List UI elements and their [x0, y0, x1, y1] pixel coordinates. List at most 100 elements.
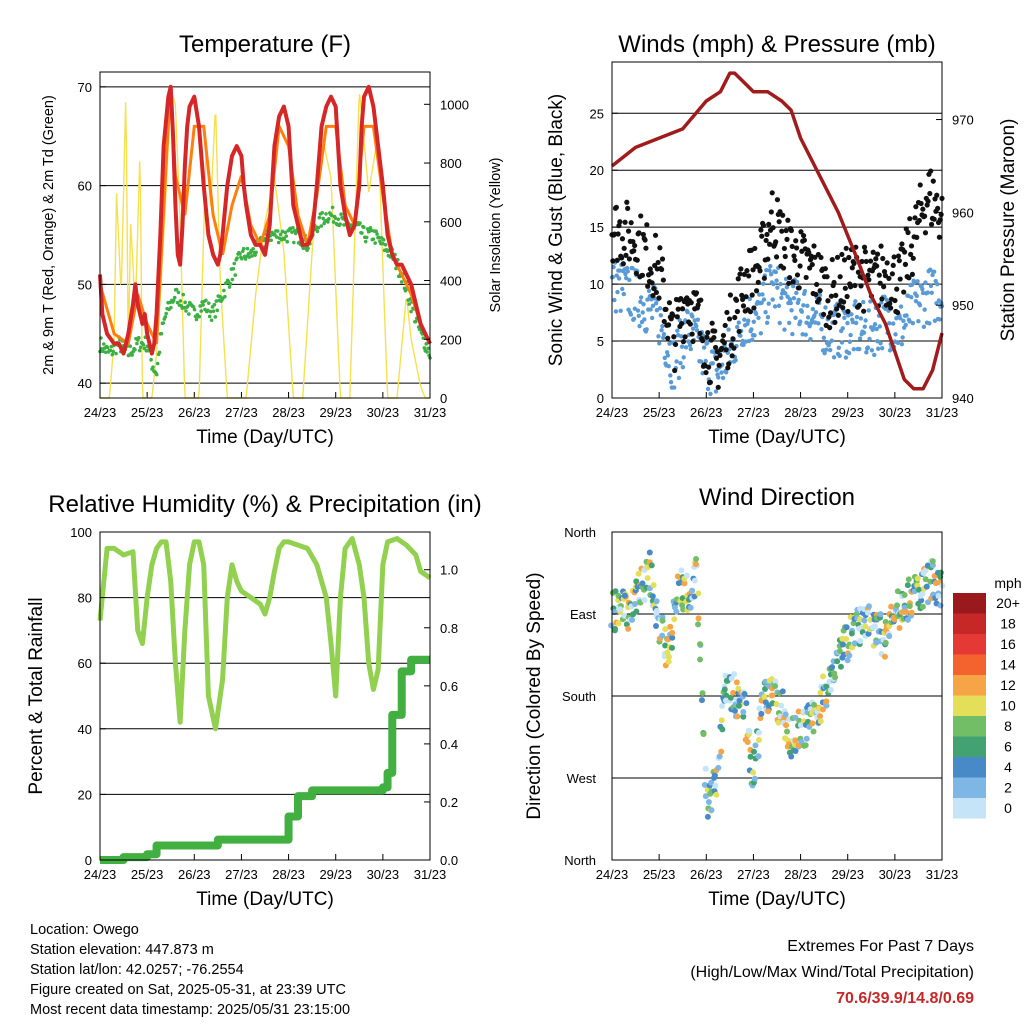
gust-point: [755, 279, 761, 285]
legend-label: 12: [1000, 677, 1016, 693]
rainfall-line: [100, 655, 430, 864]
gust-point: [741, 271, 747, 278]
wind-point: [798, 319, 803, 324]
dewpoint-point: [230, 277, 235, 282]
gust-point: [827, 310, 834, 316]
dewpoint-point: [247, 255, 252, 259]
gust-point: [727, 292, 734, 298]
wind-point: [827, 347, 833, 353]
wind-point: [710, 361, 716, 366]
wind-point: [687, 343, 693, 348]
gust-point: [688, 300, 694, 306]
direction-point: [929, 558, 936, 565]
gust-point: [749, 292, 755, 298]
gust-point: [690, 338, 696, 345]
x-tick-label: 26/23: [690, 867, 723, 882]
gust-point: [682, 334, 688, 340]
y-axis-label: Direction (Colored By Speed): [524, 572, 545, 819]
direction-point: [832, 674, 839, 681]
gust-point: [759, 233, 765, 239]
gust-point: [647, 266, 653, 272]
direction-point: [915, 586, 922, 593]
wind-point: [868, 299, 873, 304]
wind-point: [757, 292, 762, 297]
recent-timestamp: Most recent data timestamp: 2025/05/31 2…: [30, 1002, 351, 1018]
dewpoint-point: [251, 246, 255, 251]
wind-point: [720, 375, 726, 381]
dewpoint-point: [424, 342, 429, 346]
wind-point: [672, 385, 677, 390]
wind-point: [760, 292, 765, 297]
legend-swatch: [953, 716, 986, 737]
gust-point: [732, 314, 738, 321]
y-tick-label-right: 0.2: [440, 795, 458, 810]
dewpoint-point: [155, 361, 160, 366]
direction-point: [695, 615, 702, 622]
gust-point: [622, 219, 628, 225]
wind-point: [932, 318, 938, 324]
gust-point: [695, 302, 701, 308]
direction-point: [721, 686, 728, 693]
wind-point: [845, 320, 850, 326]
direction-point: [755, 729, 762, 736]
wind-point: [898, 304, 904, 309]
dewpoint-point: [174, 287, 179, 292]
dewpoint-point: [381, 238, 386, 242]
gust-point: [912, 215, 918, 221]
x-tick-label: 27/23: [737, 405, 770, 420]
wind-point: [618, 308, 623, 314]
x-tick-label: 30/23: [879, 405, 912, 420]
dewpoint-point: [159, 331, 164, 336]
extremes-title: Extremes For Past 7 Days: [787, 938, 974, 955]
wind-point: [914, 293, 919, 299]
x-tick-label: 28/23: [272, 867, 305, 882]
wind-point: [630, 265, 635, 271]
gust-point: [781, 245, 788, 252]
gust-point: [620, 261, 626, 267]
wind-point: [903, 322, 908, 328]
direction-point: [922, 576, 929, 583]
direction-point: [795, 708, 802, 715]
dewpoint-point: [161, 321, 166, 325]
wind-point: [661, 331, 667, 337]
gust-point: [894, 286, 900, 292]
dewpoint-point: [426, 346, 430, 351]
gust-point: [809, 261, 815, 268]
gust-point: [648, 270, 654, 276]
direction-point: [792, 737, 799, 744]
legend-swatch: [953, 593, 986, 614]
direction-point: [918, 597, 925, 604]
gust-point: [729, 353, 735, 359]
direction-point: [904, 582, 911, 589]
wind-point: [853, 299, 858, 304]
gust-point: [746, 273, 752, 279]
dewpoint-point: [183, 300, 187, 305]
dewpoint-point: [244, 254, 249, 259]
extremes-block: Extremes For Past 7 Days (High/Low/Max W…: [690, 934, 974, 1012]
wind-point: [801, 303, 806, 308]
x-tick-label: 25/23: [131, 867, 164, 882]
legend-label: 2: [1004, 780, 1012, 796]
direction-point: [746, 728, 753, 735]
wind-point: [793, 315, 798, 321]
y-axis-label: Percent & Total Rainfall: [26, 597, 47, 794]
x-tick-label: 30/23: [367, 405, 400, 420]
dewpoint-point: [301, 246, 306, 251]
dewpoint-point: [198, 304, 203, 308]
gust-point: [834, 306, 840, 312]
wind-point: [779, 295, 784, 301]
gust-point: [753, 288, 760, 294]
y-tick-label: 15: [590, 220, 604, 235]
pressure-line: [610, 71, 944, 391]
gust-point: [928, 221, 935, 227]
gust-point: [735, 276, 741, 282]
gust-point: [711, 334, 717, 341]
wind-point: [821, 335, 827, 340]
direction-point: [687, 604, 694, 611]
gust-point: [638, 213, 644, 219]
gust-point: [788, 227, 794, 234]
wind-point: [876, 346, 881, 351]
wind-point: [705, 340, 710, 346]
x-axis-label: Time (Day/UTC): [708, 427, 846, 448]
gust-point: [659, 256, 666, 262]
